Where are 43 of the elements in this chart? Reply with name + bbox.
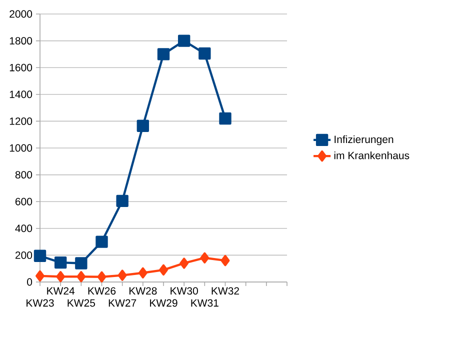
x-tick-label: KW31	[191, 299, 218, 307]
point	[36, 270, 44, 282]
y-tick-label: 600	[15, 198, 32, 206]
point	[76, 271, 86, 282]
y-tick-label: 400	[15, 224, 32, 232]
point	[34, 250, 46, 262]
x-tick-label: KW27	[108, 299, 136, 307]
x-tick-label: KW26	[88, 287, 116, 295]
point	[75, 257, 88, 270]
legend-label: Infizierungen	[334, 135, 394, 146]
point	[116, 194, 128, 208]
point	[219, 112, 232, 125]
point	[136, 120, 150, 132]
y-tick-label: 1400	[10, 90, 32, 98]
x-tick-label: KW29	[150, 299, 178, 307]
y-tick-label: 200	[15, 251, 32, 259]
x-tick-label: KW28	[129, 287, 157, 295]
y-tick-label: 1000	[10, 144, 32, 152]
point	[54, 256, 67, 269]
point	[220, 254, 230, 266]
point	[178, 34, 190, 47]
x-tick-label: KW30	[170, 287, 198, 295]
y-tick-label: 2000	[10, 10, 32, 18]
y-tick-label: 0	[27, 278, 32, 286]
point	[180, 258, 189, 269]
y-tick-label: 1200	[10, 117, 32, 125]
x-tick-label: KW25	[68, 299, 96, 307]
y-tick-label: 800	[15, 171, 32, 179]
x-tick-label: KW24	[47, 287, 75, 295]
point	[159, 264, 168, 276]
point	[198, 47, 211, 60]
x-tick-label: KW23	[26, 299, 54, 307]
legend-label: im Krankenhaus	[334, 151, 410, 160]
y-tick-label: 1600	[10, 64, 32, 72]
point	[138, 267, 148, 278]
x-tick-label: KW32	[212, 287, 240, 295]
point	[157, 48, 170, 60]
point	[96, 236, 108, 248]
point	[97, 271, 106, 282]
y-tick-label: 1800	[10, 37, 32, 45]
point	[200, 252, 210, 264]
point	[56, 271, 66, 282]
point	[118, 270, 127, 281]
